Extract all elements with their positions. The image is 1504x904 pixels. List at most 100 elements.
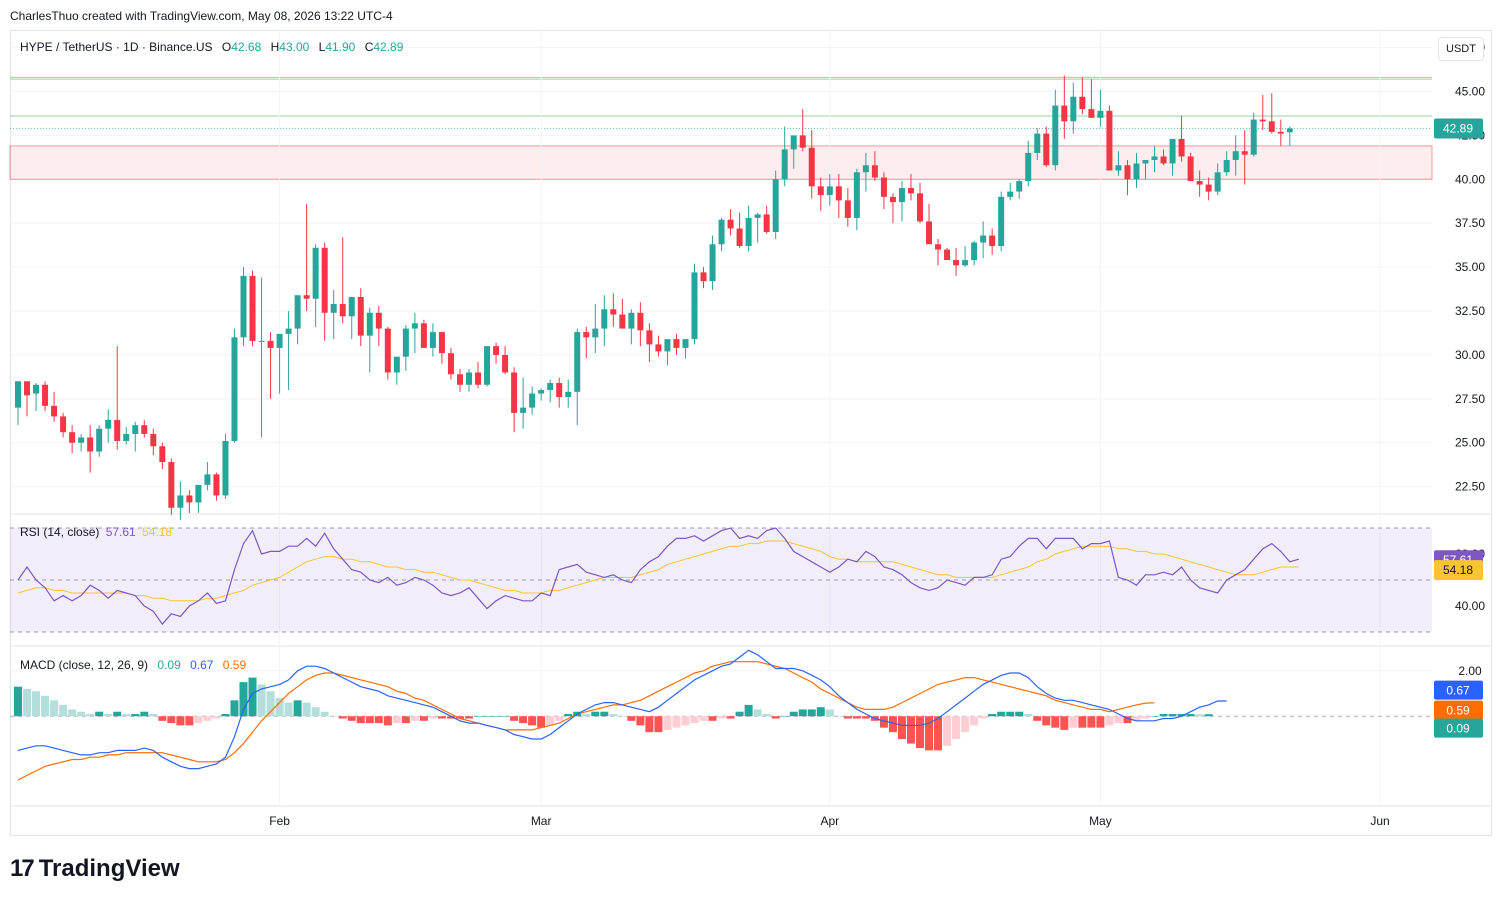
candle-body[interactable] — [502, 354, 509, 373]
candle-body[interactable] — [258, 340, 265, 342]
candle-body[interactable] — [935, 244, 942, 250]
currency-unit-button[interactable]: USDT — [1438, 37, 1484, 61]
candle-body[interactable] — [411, 323, 418, 329]
candle-body[interactable] — [871, 165, 878, 178]
macd-title[interactable]: MACD (close, 12, 26, 9) — [20, 658, 149, 672]
candle-body[interactable] — [402, 328, 409, 357]
candle-body[interactable] — [1142, 159, 1149, 164]
candle-body[interactable] — [466, 372, 472, 385]
candle-body[interactable] — [285, 328, 292, 334]
candle-body[interactable] — [1169, 138, 1176, 164]
symbol-label[interactable]: HYPE / TetherUS · 1D · Binance.US — [20, 40, 213, 54]
candle-body[interactable] — [1259, 119, 1266, 122]
candle-body[interactable] — [1223, 159, 1230, 173]
tradingview-logo[interactable]: 17 TradingView — [10, 855, 180, 883]
candle-body[interactable] — [475, 372, 482, 385]
candle-body[interactable] — [926, 221, 933, 245]
candle-body[interactable] — [150, 433, 157, 447]
candle-body[interactable] — [141, 425, 148, 434]
candle-body[interactable] — [1250, 119, 1257, 155]
candle-body[interactable] — [249, 275, 256, 341]
candle-body[interactable] — [366, 312, 373, 336]
candle-body[interactable] — [628, 312, 635, 329]
candle-body[interactable] — [1061, 105, 1068, 122]
candle-body[interactable] — [592, 328, 599, 338]
candle-body[interactable] — [60, 416, 67, 433]
candle-body[interactable] — [1160, 156, 1167, 164]
candle-body[interactable] — [944, 249, 951, 261]
candle-body[interactable] — [1052, 105, 1059, 166]
candle-body[interactable] — [276, 333, 283, 348]
candle-body[interactable] — [484, 346, 491, 385]
candle-body[interactable] — [357, 296, 364, 336]
candle-body[interactable] — [1196, 181, 1203, 185]
candle-body[interactable] — [637, 312, 644, 331]
candle-body[interactable] — [267, 340, 274, 348]
candle-body[interactable] — [132, 425, 139, 434]
candle-body[interactable] — [1088, 109, 1095, 118]
candle-body[interactable] — [447, 353, 454, 375]
candle-body[interactable] — [456, 374, 463, 385]
candle-body[interactable] — [384, 328, 391, 373]
candle-body[interactable] — [583, 332, 590, 338]
candle-body[interactable] — [1124, 165, 1131, 180]
candle-body[interactable] — [1070, 96, 1077, 122]
candle-body[interactable] — [1286, 128, 1293, 133]
rsi-title[interactable]: RSI (14, close) — [20, 525, 100, 539]
candle-body[interactable] — [601, 309, 608, 329]
candle-body[interactable] — [1106, 110, 1113, 171]
candle-body[interactable] — [817, 186, 824, 196]
candle-body[interactable] — [33, 384, 40, 394]
candle-body[interactable] — [835, 186, 842, 201]
candle-body[interactable] — [529, 393, 536, 408]
candle-body[interactable] — [980, 235, 987, 243]
candle-body[interactable] — [700, 272, 707, 282]
candle-body[interactable] — [186, 495, 193, 503]
candle-body[interactable] — [231, 337, 238, 441]
candle-body[interactable] — [1268, 121, 1275, 132]
candle-body[interactable] — [989, 235, 996, 247]
candle-body[interactable] — [1097, 110, 1104, 118]
candle-body[interactable] — [78, 437, 85, 443]
candle-body[interactable] — [808, 147, 815, 187]
candle-body[interactable] — [907, 188, 914, 194]
candle-body[interactable] — [312, 247, 319, 299]
candle-body[interactable] — [1277, 131, 1284, 134]
candle-body[interactable] — [844, 200, 851, 218]
candle-body[interactable] — [520, 407, 527, 413]
candle-body[interactable] — [511, 372, 518, 413]
candle-body[interactable] — [393, 356, 400, 373]
candle-body[interactable] — [15, 381, 21, 408]
candle-body[interactable] — [998, 196, 1005, 247]
candle-body[interactable] — [745, 217, 752, 247]
candle-body[interactable] — [781, 149, 788, 180]
candle-body[interactable] — [240, 275, 247, 338]
candle-body[interactable] — [1115, 165, 1122, 171]
candle-body[interactable] — [195, 484, 202, 503]
candle-body[interactable] — [953, 260, 960, 266]
candle-body[interactable] — [1187, 156, 1194, 182]
candle-body[interactable] — [375, 312, 382, 329]
candle-body[interactable] — [303, 295, 310, 299]
candle-body[interactable] — [1205, 184, 1212, 192]
candle-body[interactable] — [889, 196, 896, 203]
candle-body[interactable] — [971, 242, 978, 261]
candle-body[interactable] — [655, 344, 662, 352]
candle-body[interactable] — [429, 332, 436, 348]
candle-body[interactable] — [673, 339, 680, 348]
candle-body[interactable] — [682, 339, 689, 348]
candle-body[interactable] — [213, 474, 220, 496]
candle-body[interactable] — [763, 214, 770, 232]
candle-body[interactable] — [123, 433, 130, 441]
candle-body[interactable] — [294, 295, 301, 329]
candle-body[interactable] — [1016, 181, 1023, 192]
candle-body[interactable] — [619, 314, 626, 329]
candle-body[interactable] — [754, 214, 761, 218]
candle-body[interactable] — [114, 419, 121, 441]
candle-body[interactable] — [1232, 151, 1239, 160]
candle-body[interactable] — [348, 296, 355, 317]
candle-body[interactable] — [610, 309, 617, 315]
candle-body[interactable] — [646, 330, 653, 345]
candle-body[interactable] — [177, 495, 184, 508]
candle-body[interactable] — [772, 179, 779, 232]
